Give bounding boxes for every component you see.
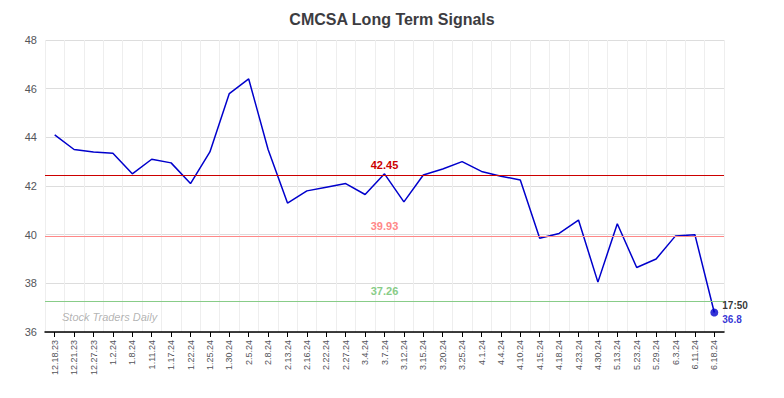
svg-text:48: 48 [25,34,37,46]
svg-text:1.11.24: 1.11.24 [147,340,157,369]
svg-text:3.4.24: 3.4.24 [360,340,370,365]
svg-text:36: 36 [25,326,37,338]
svg-text:3.25.24: 3.25.24 [457,340,467,370]
svg-text:2.13.24: 2.13.24 [283,340,293,370]
svg-text:1.2.24: 1.2.24 [108,340,118,365]
svg-text:1.30.24: 1.30.24 [224,340,234,370]
svg-text:4.30.24: 4.30.24 [593,340,603,370]
svg-text:46: 46 [25,83,37,95]
svg-text:1.17.24: 1.17.24 [166,340,176,370]
svg-text:2.27.24: 2.27.24 [341,340,351,370]
svg-text:1.25.24: 1.25.24 [205,340,215,370]
svg-text:5.29.24: 5.29.24 [651,340,661,370]
svg-text:12.18.23: 12.18.23 [50,340,60,375]
svg-text:2.16.24: 2.16.24 [302,340,312,370]
svg-text:44: 44 [25,131,37,143]
svg-text:3.15.24: 3.15.24 [418,340,428,370]
svg-text:37.26: 37.26 [371,285,399,297]
svg-text:4.1.24: 4.1.24 [477,340,487,365]
svg-text:12.27.23: 12.27.23 [89,340,99,375]
svg-text:4.18.24: 4.18.24 [554,340,564,370]
svg-text:2.5.24: 2.5.24 [244,340,254,365]
svg-text:2.22.24: 2.22.24 [321,340,331,370]
svg-text:4.10.24: 4.10.24 [515,340,525,370]
svg-text:17:50: 17:50 [722,300,748,311]
svg-text:1.22.24: 1.22.24 [186,340,196,370]
svg-text:4.4.24: 4.4.24 [496,340,506,365]
svg-text:42.45: 42.45 [371,159,399,171]
svg-text:39.93: 39.93 [371,220,399,232]
svg-text:3.20.24: 3.20.24 [438,340,448,370]
svg-text:12.21.23: 12.21.23 [69,340,79,375]
svg-text:6.11.24: 6.11.24 [690,340,700,369]
svg-text:36.8: 36.8 [722,314,742,325]
svg-text:6.3.24: 6.3.24 [671,340,681,365]
svg-text:38: 38 [25,277,37,289]
svg-text:4.15.24: 4.15.24 [535,340,545,370]
svg-text:Stock Traders Daily: Stock Traders Daily [62,311,159,323]
svg-text:CMCSA Long Term Signals: CMCSA Long Term Signals [289,11,494,28]
svg-text:3.7.24: 3.7.24 [380,340,390,365]
svg-text:1.8.24: 1.8.24 [127,340,137,365]
svg-text:42: 42 [25,180,37,192]
svg-text:2.8.24: 2.8.24 [263,340,273,365]
svg-text:5.13.24: 5.13.24 [612,340,622,370]
svg-text:3.12.24: 3.12.24 [399,340,409,370]
svg-text:5.23.24: 5.23.24 [632,340,642,370]
svg-text:40: 40 [25,229,37,241]
svg-text:6.18.24: 6.18.24 [709,340,719,370]
svg-text:4.23.24: 4.23.24 [574,340,584,370]
